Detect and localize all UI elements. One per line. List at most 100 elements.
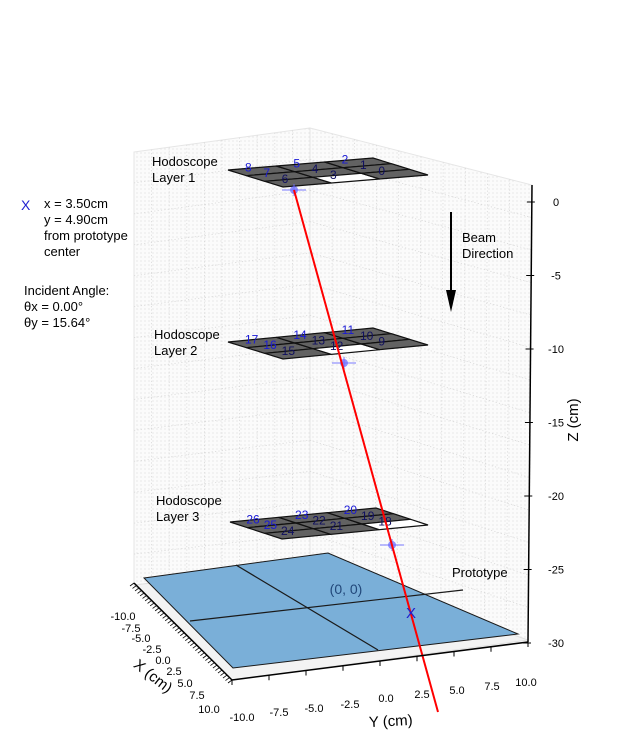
- pad-labels-1: 8 5 2 7 4 1 6 3 0: [245, 153, 385, 186]
- x-minor-tick: [154, 607, 160, 612]
- pad-18: [361, 518, 429, 531]
- x-minor-tick: [187, 639, 193, 644]
- x-minor-tick: [185, 637, 190, 642]
- x-tick-label: -10.0: [110, 611, 135, 623]
- prototype-label: Prototype: [452, 565, 508, 580]
- x-axis-line: [133, 582, 233, 681]
- x-minor-tick: [210, 662, 215, 666]
- pad-id-label: 19: [361, 509, 375, 523]
- layer-label-line1: Hodoscope: [152, 154, 218, 169]
- z-tick-label: -30: [548, 638, 564, 650]
- x-minor-tick: [197, 649, 203, 654]
- hodoscope-layer-2: 17141116131015129HodoscopeLayer 2: [154, 323, 429, 369]
- hodoscope-layer-3: 262320252219242118HodoscopeLayer 3: [156, 493, 429, 551]
- pad-id-label: 4: [312, 162, 319, 176]
- x-minor-tick: [205, 657, 210, 661]
- pad-id-label: 10: [360, 329, 374, 343]
- x-minor-tick: [180, 632, 185, 637]
- x-minor-tick: [129, 582, 135, 587]
- x-minor-tick: [142, 595, 147, 599]
- y-tick-label: -5.0: [305, 703, 324, 715]
- y-tick-label: -2.5: [341, 699, 360, 711]
- prototype-plate: [142, 552, 520, 669]
- y-tick-label: 5.0: [449, 685, 464, 697]
- grid-lines: [133, 130, 532, 633]
- beam-label-1: Beam: [462, 230, 496, 245]
- beam-arrow-head: [446, 290, 456, 312]
- theta-y-text: θy = 15.64°: [24, 315, 91, 330]
- pad-id-label: 20: [344, 503, 358, 517]
- prototype-origin-label: (0, 0): [330, 581, 363, 597]
- hit-position-info: x = 3.50cm y = 4.90cm from prototype cen…: [44, 196, 128, 260]
- layer-label-line2: Layer 2: [154, 343, 197, 358]
- pad-id-label: 3: [330, 168, 337, 182]
- x-tick-label: 5.0: [177, 678, 192, 690]
- x-minor-tick: [159, 612, 165, 617]
- x-minor-tick: [200, 652, 205, 656]
- hit-from-text: from prototype: [44, 228, 128, 243]
- prototype-divider-b: [189, 589, 464, 622]
- x-minor-tick: [147, 600, 152, 604]
- x-minor-tick: [139, 592, 145, 597]
- x-minor-tick: [172, 624, 177, 629]
- pad-id-label: 6: [282, 172, 289, 186]
- y-tick-label: 0.0: [378, 693, 393, 705]
- z-axis-label: Z (cm): [565, 398, 582, 441]
- pad-id-label: 5: [293, 157, 300, 171]
- layer-label-line1: Hodoscope: [154, 327, 220, 342]
- z-tick-label: -10: [548, 344, 564, 356]
- pad-id-label: 15: [282, 344, 296, 358]
- incident-angle-info: Incident Angle: θx = 0.00° θy = 15.64°: [24, 283, 109, 331]
- pad-id-label: 8: [245, 161, 252, 175]
- pad-id-label: 11: [342, 323, 355, 337]
- z-axis-line: [527, 184, 533, 643]
- particle-track: [293, 189, 439, 713]
- beam-label-2: Direction: [462, 246, 513, 261]
- hit-center-text: center: [44, 244, 81, 259]
- x-minor-tick: [215, 667, 220, 671]
- pad-id-label: 7: [263, 166, 270, 180]
- y-tick-label: -10.0: [229, 712, 254, 724]
- layer-label-line1: Hodoscope: [156, 493, 222, 508]
- x-minor-tick: [225, 677, 230, 681]
- pad-id-label: 25: [264, 518, 278, 532]
- x-minor-tick: [134, 587, 140, 592]
- x-minor-tick: [202, 654, 208, 659]
- x-minor-tick: [169, 622, 175, 627]
- x-minor-tick: [149, 602, 155, 607]
- pad-9: [361, 338, 429, 351]
- x-minor-tick: [152, 605, 157, 609]
- hit-x-text: x = 3.50cm: [44, 196, 108, 211]
- z-tick-label: -15: [548, 418, 564, 430]
- y-axis-label: Y (cm): [368, 712, 413, 731]
- x-minor-tick: [137, 590, 142, 594]
- z-tick-label: 0: [553, 197, 559, 209]
- x-minor-tick: [167, 619, 172, 624]
- x-minor-tick: [195, 647, 200, 651]
- y-tick-label: 7.5: [484, 681, 499, 693]
- layer-label-line2: Layer 1: [152, 170, 195, 185]
- x-minor-tick: [144, 597, 150, 602]
- pad-id-label: 14: [293, 328, 307, 342]
- x-minor-tick: [227, 679, 233, 684]
- pad-0: [361, 168, 429, 180]
- x-minor-tick: [164, 617, 170, 622]
- pad-id-label: 16: [263, 338, 277, 352]
- pad-id-label: 0: [378, 164, 385, 178]
- x-minor-tick: [157, 610, 162, 614]
- pad-id-label: 2: [342, 153, 349, 167]
- y-tick-label: 2.5: [414, 689, 429, 701]
- pad-id-label: 21: [330, 519, 344, 533]
- incident-angle-heading: Incident Angle:: [24, 283, 110, 298]
- hit-marker-legend: X: [21, 197, 31, 213]
- x-minor-tick: [132, 585, 137, 589]
- x-minor-tick: [162, 615, 167, 619]
- x-minor-tick: [190, 642, 195, 647]
- x-tick-label: 10.0: [198, 704, 219, 716]
- x-tick-label: 0.0: [155, 655, 170, 667]
- x-tick-label: -7.5: [122, 623, 141, 635]
- x-minor-tick: [174, 627, 180, 632]
- x-minor-tick: [207, 659, 213, 664]
